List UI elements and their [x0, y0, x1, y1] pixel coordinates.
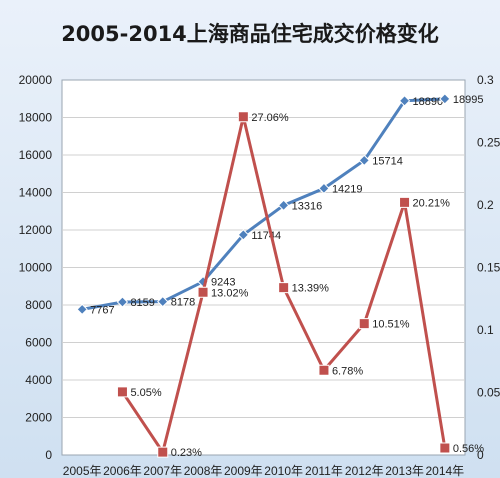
- price-data-label: 8159: [130, 297, 154, 309]
- price-point: [398, 95, 411, 107]
- x-tick-label: 2009年: [224, 464, 263, 478]
- growth-data-label: 13.39%: [292, 283, 330, 295]
- growth-point: [278, 282, 290, 294]
- y-left-tick-label: 16000: [19, 148, 53, 162]
- y-left-tick-label: 0: [45, 448, 52, 462]
- x-tick-label: 2007年: [143, 464, 182, 478]
- y-right-tick-label: 0.15: [477, 261, 500, 275]
- y-right-tick-label: 0.05: [477, 386, 500, 400]
- growth-point: [318, 364, 330, 376]
- growth-point: [237, 111, 249, 123]
- price-point: [76, 303, 88, 316]
- y-left-tick-label: 2000: [25, 411, 52, 425]
- growth-data-label: 0.56%: [453, 443, 484, 455]
- y-left-tick-label: 4000: [25, 373, 52, 387]
- growth-data-label: 10.51%: [372, 319, 410, 331]
- growth-data-label: 0.23%: [171, 447, 202, 459]
- price-point: [116, 296, 129, 308]
- price-data-label: 9243: [211, 277, 235, 289]
- growth-data-label: 5.05%: [130, 387, 161, 399]
- price-data-label: 14219: [332, 183, 363, 195]
- growth-data-label: 20.21%: [413, 197, 451, 209]
- y-left-tick-label: 10000: [19, 261, 53, 275]
- price-data-label: 11744: [251, 230, 281, 242]
- y-right-tick-label: 0.3: [477, 73, 494, 87]
- price-data-label: 7767: [90, 304, 114, 316]
- x-tick-label: 2008年: [184, 464, 223, 478]
- series-line-price: [81, 97, 445, 311]
- price-point: [358, 154, 370, 167]
- y-left-tick-label: 6000: [25, 336, 52, 350]
- x-tick-label: 2012年: [345, 464, 384, 478]
- y-left-tick-label: 18000: [19, 111, 53, 125]
- y-right-tick-label: 0.25: [477, 136, 500, 150]
- y-left-tick-label: 8000: [25, 298, 52, 312]
- growth-point: [116, 386, 128, 398]
- price-point: [318, 182, 330, 195]
- x-tick-label: 2014年: [425, 464, 464, 478]
- price-point: [157, 295, 169, 308]
- x-tick-label: 2011年: [305, 464, 343, 478]
- growth-point: [157, 446, 169, 458]
- y-right-tick-label: 0.2: [477, 198, 494, 212]
- growth-point: [439, 442, 451, 454]
- price-data-label: 18995: [453, 94, 484, 106]
- price-point: [237, 229, 250, 241]
- x-tick-label: 2013年: [385, 464, 424, 478]
- growth-data-label: 27.06%: [251, 112, 289, 124]
- x-tick-label: 2006年: [103, 464, 142, 478]
- y-left-tick-label: 14000: [19, 186, 53, 200]
- price-data-label: 18890: [413, 96, 444, 108]
- growth-data-label: 13.02%: [211, 287, 249, 299]
- x-tick-label: 2005年: [63, 464, 102, 478]
- price-data-label: 15714: [372, 155, 403, 167]
- x-tick-label: 2010年: [264, 464, 303, 478]
- y-right-tick-label: 0.1: [477, 323, 494, 337]
- growth-point: [358, 318, 370, 330]
- y-left-tick-label: 12000: [19, 223, 53, 237]
- price-point: [439, 93, 451, 105]
- price-data-label: 13316: [292, 200, 323, 212]
- growth-data-label: 6.78%: [332, 365, 363, 377]
- y-right-tick-label: 0: [477, 448, 484, 462]
- chart-title: 2005-2014上海商品住宅成交价格变化: [61, 22, 439, 46]
- growth-point: [197, 286, 209, 298]
- price-data-label: 8178: [171, 297, 195, 309]
- growth-point: [399, 196, 411, 208]
- y-left-tick-label: 20000: [19, 73, 53, 87]
- price-point: [277, 199, 290, 212]
